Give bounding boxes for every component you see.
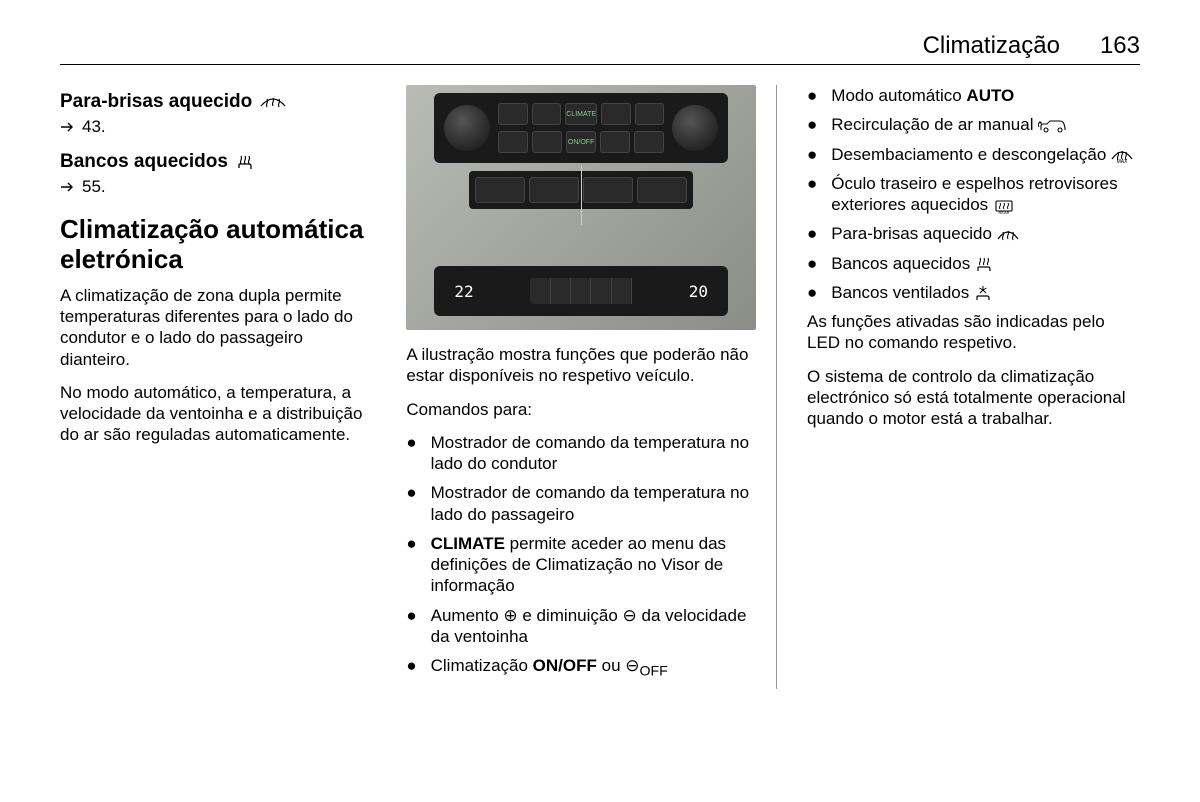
list-item: ● Para-brisas aquecido xyxy=(807,223,1140,244)
bullet-dot: ● xyxy=(406,482,416,525)
header-section-title: Climatização xyxy=(923,32,1060,60)
list-item: ● Aumento ⊕ e diminuição ⊖ da velocidade … xyxy=(406,605,756,648)
list-item-text: Mostrador de comando da temperatura no l… xyxy=(431,432,756,475)
figure-callout-line xyxy=(581,165,582,225)
paragraph: Comandos para: xyxy=(406,399,756,420)
controls-list: ● Mostrador de comando da temperatura no … xyxy=(406,432,756,681)
figure-temp-left: 22 xyxy=(454,282,473,301)
list-item-text: Mostrador de comando da temperatura no l… xyxy=(431,482,756,525)
list-item-text: Óculo traseiro e espelhos retrovisores e… xyxy=(831,173,1140,216)
heading-text: Bancos aquecidos xyxy=(60,151,228,173)
crossref-43: 43. xyxy=(60,117,376,137)
svg-text:REAR: REAR xyxy=(998,210,1009,214)
figure-top-panel: CLIMATE ON/OFF xyxy=(434,93,728,163)
svg-text:MAX: MAX xyxy=(1117,159,1129,163)
list-item-text: Bancos ventilados xyxy=(831,282,1140,303)
page-header: Climatização 163 xyxy=(60,32,1140,65)
column-right: ● Modo automático AUTO ● Recirculação de ar… xyxy=(807,85,1140,689)
paragraph: No modo automático, a temperatura, a vel… xyxy=(60,382,376,446)
heading-electronic-climate: Climatização automática eletrónica xyxy=(60,215,376,275)
bullet-dot: ● xyxy=(406,605,416,648)
heading-seats-heated: Bancos aquecidos xyxy=(60,151,376,173)
defrost-max-icon: MAX xyxy=(1111,147,1133,163)
figure-button-row-2: ON/OFF xyxy=(498,131,664,153)
seat-vent-icon xyxy=(974,285,996,301)
list-item-text: Aumento ⊕ e diminuição ⊖ da velocidade d… xyxy=(431,605,756,648)
figure-temp-right: 20 xyxy=(689,282,708,301)
figure-right-dial xyxy=(672,105,718,151)
heading-text: Para-brisas aquecido xyxy=(60,91,252,113)
climate-control-figure: CLIMATE ON/OFF 22 20 xyxy=(406,85,756,330)
bullet-dot: ● xyxy=(807,223,817,244)
figure-center-strip xyxy=(530,278,631,304)
column-left: Para-brisas aquecido 43. Bancos aquecido… xyxy=(60,85,376,689)
paragraph: A climatização de zona dupla permite tem… xyxy=(60,285,376,370)
windshield-heat-icon xyxy=(997,227,1019,243)
list-item-text: Para-brisas aquecido xyxy=(831,223,1140,244)
paragraph: As funções ativadas são indicadas pelo L… xyxy=(807,311,1140,354)
list-item: ● Climatização ON/OFF ou ⊖OFF xyxy=(406,655,756,681)
crossref-55: 55. xyxy=(60,177,376,197)
list-item: ● Desembaciamento e descongelação MAX xyxy=(807,144,1140,165)
list-item-text: Desembaciamento e descongelação MAX xyxy=(831,144,1140,165)
paragraph: A ilustração mostra funções que poderão … xyxy=(406,344,756,387)
list-item: ● Modo automático AUTO xyxy=(807,85,1140,106)
list-item: ● Bancos ventilados xyxy=(807,282,1140,303)
figure-left-dial xyxy=(444,105,490,151)
list-item: ● Recirculação de ar manual xyxy=(807,114,1140,135)
figure-button-row-1: CLIMATE xyxy=(498,103,664,125)
seat-heat-icon xyxy=(236,153,254,171)
bullet-dot: ● xyxy=(807,144,817,165)
arrow-icon xyxy=(60,181,76,193)
list-item: ●CLIMATE permite aceder ao menu das defi… xyxy=(406,533,756,597)
bullet-dot: ● xyxy=(807,114,817,135)
car-recirc-icon xyxy=(1038,119,1068,133)
arrow-icon xyxy=(60,121,76,133)
list-item-text: Modo automático AUTO xyxy=(831,85,1140,106)
header-page-number: 163 xyxy=(1100,32,1140,60)
bullet-dot: ● xyxy=(406,533,416,597)
content-columns: Para-brisas aquecido 43. Bancos aquecido… xyxy=(60,85,1140,689)
list-item: ● Mostrador de comando da temperatura no … xyxy=(406,482,756,525)
seat-heat-icon xyxy=(975,256,997,272)
list-item-text: Climatização ON/OFF ou ⊖OFF xyxy=(431,655,756,681)
crossref-text: 55. xyxy=(82,177,106,197)
list-item: ● Óculo traseiro e espelhos retrovisores … xyxy=(807,173,1140,216)
controls-list-right: ● Modo automático AUTO ● Recirculação de ar… xyxy=(807,85,1140,303)
heading-windshield-heated: Para-brisas aquecido xyxy=(60,91,376,113)
windshield-heat-icon xyxy=(260,94,286,110)
list-item-text: Bancos aquecidos xyxy=(831,253,1140,274)
figure-lower-panel: 22 20 xyxy=(434,266,728,316)
rear-heat-icon: REAR xyxy=(993,198,1015,214)
bullet-dot: ● xyxy=(406,432,416,475)
bullet-dot: ● xyxy=(807,253,817,274)
bullet-dot: ● xyxy=(406,655,416,681)
list-item: ● Mostrador de comando da temperatura no … xyxy=(406,432,756,475)
column-middle: CLIMATE ON/OFF 22 20 A ilustração mostra… xyxy=(406,85,777,689)
bullet-dot: ● xyxy=(807,173,817,216)
list-item-text: Recirculação de ar manual xyxy=(831,114,1140,135)
crossref-text: 43. xyxy=(82,117,106,137)
bullet-dot: ● xyxy=(807,282,817,303)
list-item: ● Bancos aquecidos xyxy=(807,253,1140,274)
list-item-text: CLIMATE permite aceder ao menu das defin… xyxy=(431,533,756,597)
bullet-dot: ● xyxy=(807,85,817,106)
paragraph: O sistema de controlo da climatização el… xyxy=(807,366,1140,430)
